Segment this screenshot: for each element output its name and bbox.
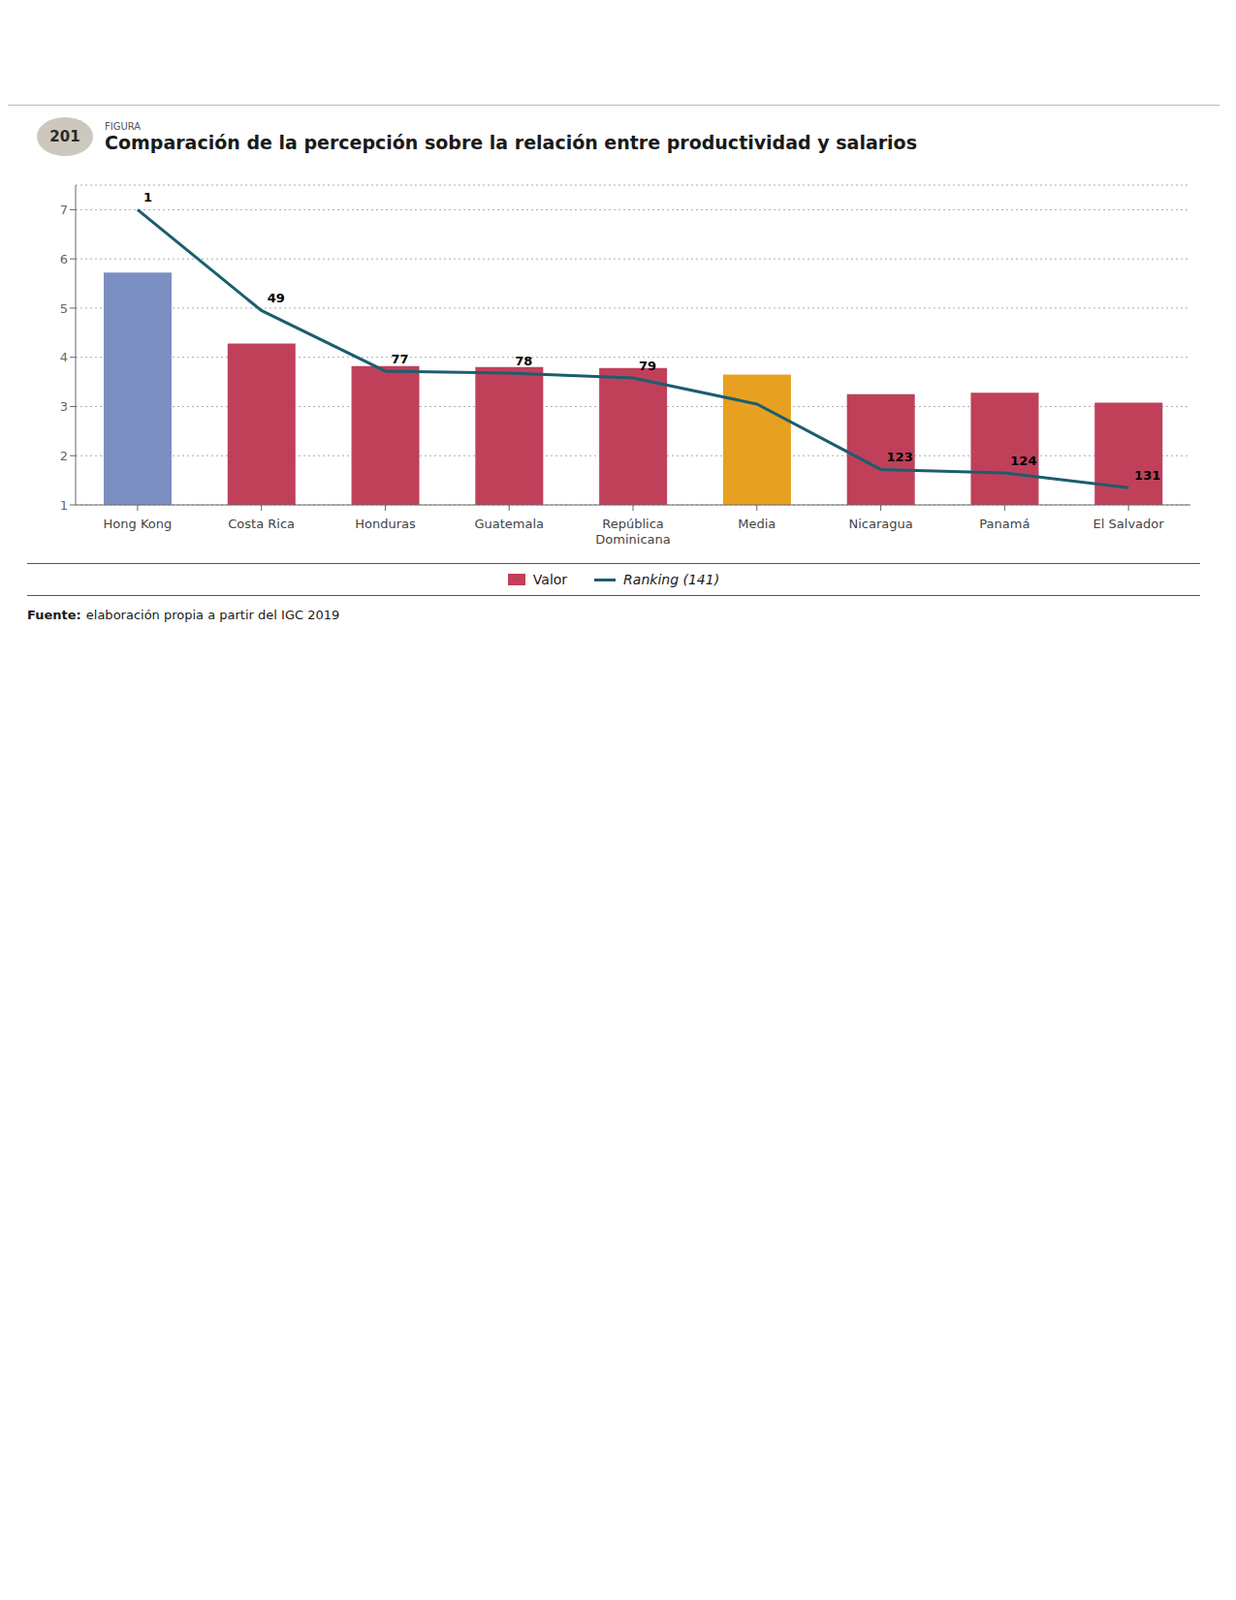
- svg-text:3: 3: [60, 399, 68, 414]
- html-text:Ranking (141): Ranking (141): [623, 571, 720, 588]
- svg-text:Honduras: Honduras: [354, 516, 416, 532]
- svg-text:2: 2: [60, 448, 68, 464]
- svg-text:RepúblicaDominicana: RepúblicaDominicana: [595, 516, 670, 547]
- html-text:Valor: Valor: [532, 571, 568, 588]
- svg-text:7: 7: [60, 202, 68, 218]
- html-text:Fuente: elaboración propia a p: Fuente: elaboración propia a partir del …: [27, 607, 340, 623]
- svg-text:78: 78: [514, 353, 533, 369]
- svg-text:123: 123: [887, 449, 914, 465]
- svg-text:79: 79: [638, 358, 657, 374]
- svg-text:Guatemala: Guatemala: [474, 516, 544, 532]
- svg-text:131: 131: [1134, 468, 1161, 483]
- svg-text:El Salvador: El Salvador: [1093, 516, 1166, 532]
- svg-text:6: 6: [60, 252, 68, 267]
- svg-text:Panamá: Panamá: [979, 516, 1030, 532]
- svg-text:49: 49: [267, 290, 286, 306]
- svg-text:1: 1: [143, 190, 153, 205]
- svg-text:Nicaragua: Nicaragua: [848, 516, 913, 532]
- svg-text:Hong Kong: Hong Kong: [103, 516, 173, 532]
- svg-text:Costa Rica: Costa Rica: [227, 516, 295, 532]
- svg-text:124: 124: [1010, 453, 1037, 469]
- html-text:Comparación de la percepción s: Comparación de la percepción sobre la re…: [104, 131, 918, 153]
- svg-text:Media: Media: [737, 516, 776, 532]
- svg-text:4: 4: [60, 349, 68, 365]
- svg-text:5: 5: [60, 301, 68, 317]
- svg-text:77: 77: [390, 351, 409, 367]
- html-text:FIGURA: FIGURA: [104, 120, 141, 132]
- svg-text:1: 1: [60, 498, 68, 513]
- html-text:201: 201: [49, 127, 81, 146]
